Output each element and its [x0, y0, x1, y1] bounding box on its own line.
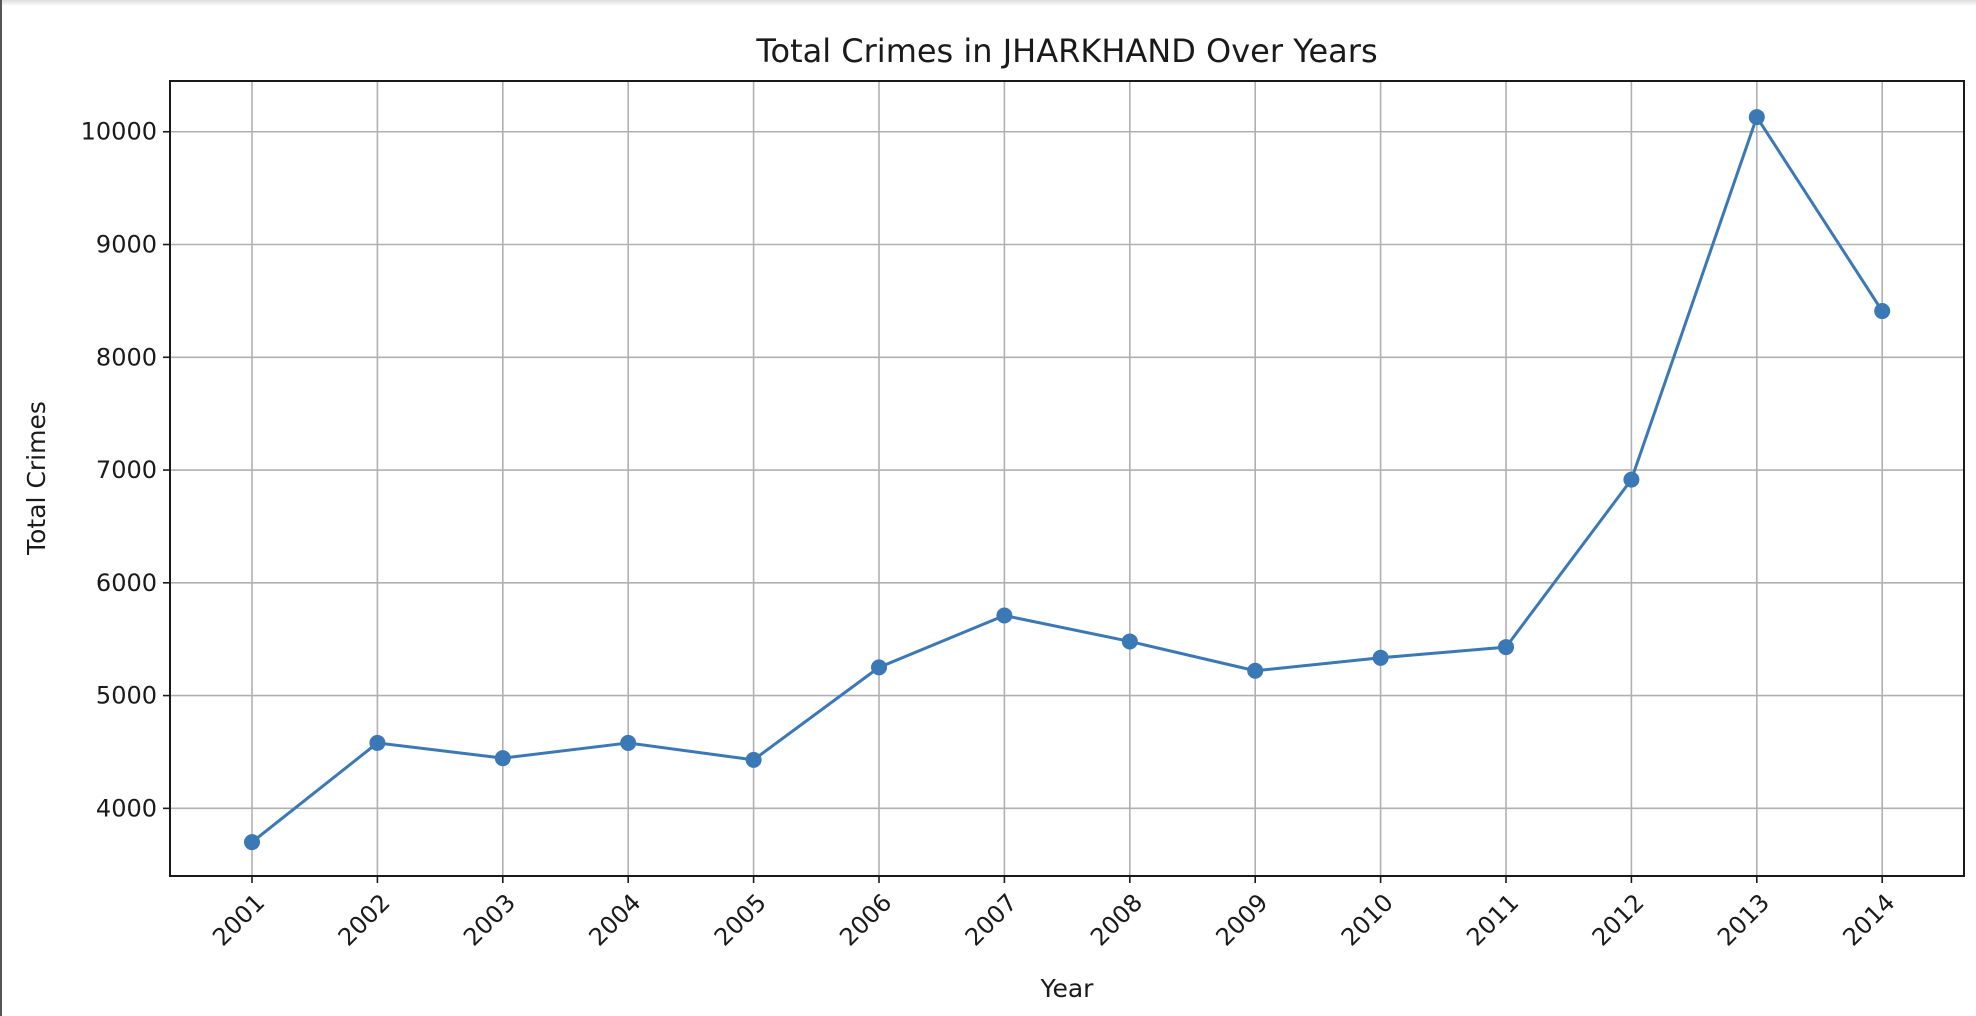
- x-tick-label: 2005: [709, 888, 772, 951]
- data-point: [369, 734, 386, 751]
- plot-area-frame: [169, 80, 1965, 877]
- x-tick-label: 2009: [1210, 888, 1273, 951]
- y-tick-label: 9000: [96, 231, 157, 259]
- x-tick-label: 2008: [1085, 888, 1148, 951]
- x-tick-label: 2010: [1336, 888, 1399, 951]
- data-point: [745, 751, 762, 768]
- data-point: [244, 834, 260, 851]
- y-tick-label: 5000: [96, 682, 157, 710]
- data-point: [494, 750, 511, 767]
- x-tick-label: 2004: [583, 888, 646, 951]
- data-point: [1874, 303, 1891, 320]
- x-tick-label: 2002: [333, 888, 396, 951]
- x-axis-label: Year: [1040, 974, 1095, 1003]
- chart-title: Total Crimes in JHARKHAND Over Years: [755, 32, 1377, 70]
- y-tick-label: 8000: [96, 343, 157, 371]
- y-tick-label: 6000: [96, 569, 157, 597]
- x-tick-label: 2014: [1837, 888, 1900, 951]
- data-point: [871, 659, 887, 676]
- y-tick-label: 4000: [96, 794, 157, 822]
- y-tick-label: 10000: [81, 118, 157, 146]
- data-point: [1247, 662, 1264, 679]
- data-point: [1623, 471, 1640, 488]
- top-edge-shadow: [2, 0, 1976, 6]
- grid-layer: [170, 81, 1964, 876]
- x-tick-label: 2001: [207, 888, 270, 951]
- x-tick-label: 2011: [1461, 888, 1524, 951]
- data-point: [1121, 633, 1138, 650]
- x-tick-label: 2007: [960, 888, 1023, 951]
- ticks-layer: 2001 2002 2003 2004 2005 2006 2007 2008 2009 2010…: [81, 118, 1901, 952]
- x-tick-label: 2006: [834, 888, 897, 951]
- x-tick-label: 2003: [458, 888, 521, 951]
- series-line: [251, 115, 1884, 844]
- x-tick-label: 2012: [1587, 888, 1650, 951]
- data-point: [620, 734, 637, 751]
- y-axis-label: Total Crimes: [22, 401, 51, 556]
- data-point: [1372, 649, 1389, 666]
- data-point: [1748, 109, 1765, 126]
- data-point: [1498, 639, 1514, 656]
- data-point: [996, 607, 1013, 624]
- x-tick-label: 2013: [1712, 888, 1775, 951]
- series-layer: [244, 109, 1891, 851]
- y-tick-label: 7000: [96, 456, 157, 484]
